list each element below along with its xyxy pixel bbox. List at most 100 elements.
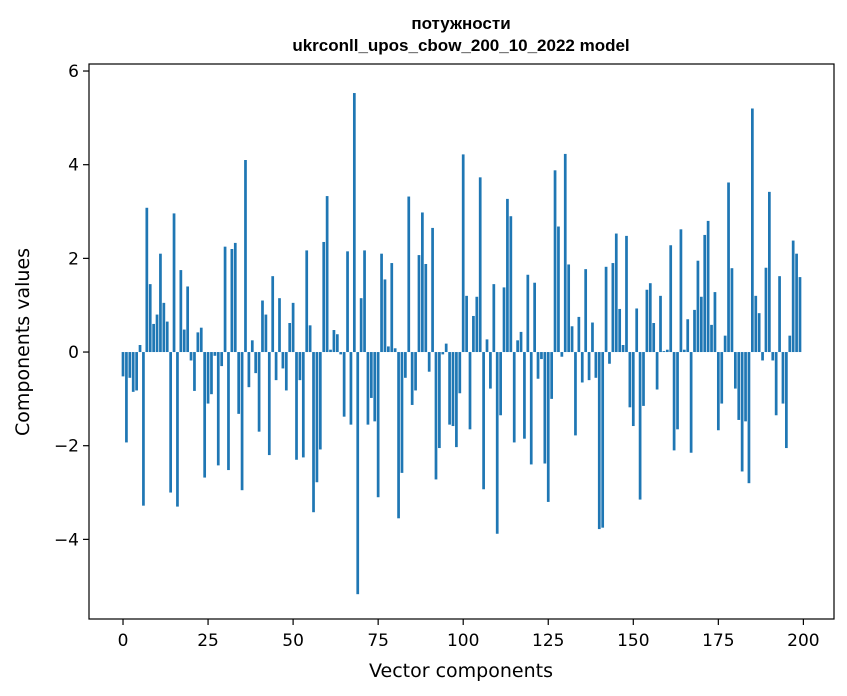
bar <box>444 343 448 353</box>
bar <box>774 352 778 416</box>
bar <box>761 352 764 361</box>
bar <box>563 153 567 353</box>
bar <box>655 352 659 390</box>
x-tick-label: 0 <box>118 631 129 651</box>
bar <box>679 229 683 353</box>
bar <box>659 295 662 353</box>
bar <box>387 346 390 353</box>
bars-group <box>121 93 802 595</box>
bar <box>778 276 781 353</box>
bar <box>434 352 438 480</box>
bar <box>407 196 411 353</box>
bar <box>278 298 281 353</box>
bar <box>441 352 445 355</box>
bar <box>618 308 622 353</box>
bar <box>652 323 656 353</box>
bar <box>740 352 744 472</box>
bar <box>186 286 190 353</box>
bar <box>427 352 431 372</box>
bar <box>604 266 608 353</box>
bar <box>128 352 132 378</box>
bar <box>720 352 724 404</box>
bar <box>247 352 251 388</box>
bar <box>662 351 666 353</box>
bar <box>526 274 530 353</box>
bar <box>301 352 305 458</box>
bar <box>291 302 295 353</box>
bar <box>393 348 397 353</box>
bar <box>540 352 543 360</box>
bar <box>264 314 268 353</box>
bar <box>410 352 414 405</box>
bar <box>373 352 377 422</box>
bar <box>495 352 499 534</box>
bar <box>142 352 145 506</box>
bar <box>788 335 792 353</box>
bar <box>271 276 275 353</box>
bar <box>199 327 203 353</box>
bar <box>295 352 298 460</box>
x-tick-label: 200 <box>787 631 819 651</box>
bar <box>638 352 642 500</box>
bar <box>631 352 635 427</box>
bar <box>768 191 771 353</box>
bar <box>455 352 458 448</box>
bar <box>206 352 210 404</box>
bar <box>400 352 404 473</box>
bar <box>686 319 690 353</box>
bar <box>325 196 329 353</box>
bar <box>625 235 628 353</box>
y-axis-label: Components values <box>12 248 34 436</box>
bar <box>390 263 394 353</box>
bar <box>438 352 441 449</box>
bar <box>451 352 455 427</box>
bar <box>417 255 421 353</box>
y-tick-label: 0 <box>68 343 79 363</box>
bar <box>682 349 686 353</box>
bar <box>594 352 598 378</box>
plot-frame <box>88 63 835 620</box>
bar <box>553 170 557 353</box>
bar <box>121 352 125 377</box>
bar <box>693 309 696 353</box>
bar <box>468 352 472 430</box>
bar <box>492 284 496 353</box>
bar <box>591 322 594 353</box>
bar <box>499 352 502 416</box>
bar <box>397 352 400 519</box>
bar <box>597 352 601 530</box>
bar <box>257 352 261 432</box>
bar <box>570 326 574 353</box>
bar <box>366 352 370 425</box>
bar <box>696 260 700 353</box>
bar <box>584 269 588 353</box>
bar <box>318 352 322 450</box>
bar <box>233 242 237 353</box>
bar <box>131 352 135 392</box>
bar <box>308 325 312 353</box>
x-tick-label: 175 <box>702 631 734 651</box>
bar <box>567 264 571 353</box>
bar <box>162 302 166 353</box>
bar <box>329 349 332 353</box>
bar <box>165 321 169 353</box>
bar <box>376 352 380 498</box>
bar <box>254 352 258 374</box>
bar <box>322 241 326 353</box>
bar <box>312 352 315 513</box>
bar <box>550 352 554 399</box>
bar <box>509 216 513 353</box>
bar <box>648 283 652 353</box>
bar <box>512 352 516 443</box>
bar <box>478 177 482 353</box>
bar <box>703 234 707 353</box>
bar <box>380 253 383 353</box>
bar <box>751 108 754 353</box>
bar <box>798 277 802 353</box>
bar <box>431 227 434 353</box>
bar <box>169 352 172 493</box>
bar <box>689 352 693 453</box>
bar <box>145 207 149 353</box>
bar <box>543 352 547 464</box>
x-tick-label: 100 <box>447 631 479 651</box>
